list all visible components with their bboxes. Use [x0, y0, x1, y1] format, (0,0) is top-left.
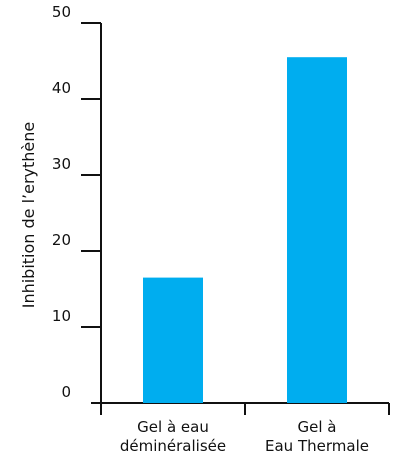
x-category-label: Gel à Eau Thermale [265, 418, 369, 455]
y-tick-label: 50 [52, 3, 71, 21]
bars [143, 57, 347, 403]
bar-1 [143, 277, 203, 403]
y-axis-title: Inhibition de l’erythène [19, 122, 38, 309]
bar-2 [287, 57, 347, 403]
x-axis [91, 402, 390, 415]
y-tick-label: 0 [61, 383, 71, 401]
x-category-label: Gel à eau déminéralisée [120, 418, 226, 455]
y-axis: 0 10 20 30 40 50 [52, 3, 102, 403]
y-tick-label: 40 [52, 79, 71, 97]
y-tick-label: 30 [52, 155, 71, 173]
category-labels: Gel à eau déminéralisée Gel à Eau Thermale [120, 418, 369, 455]
y-tick-label: 20 [52, 231, 71, 249]
y-tick-label: 10 [52, 307, 71, 325]
